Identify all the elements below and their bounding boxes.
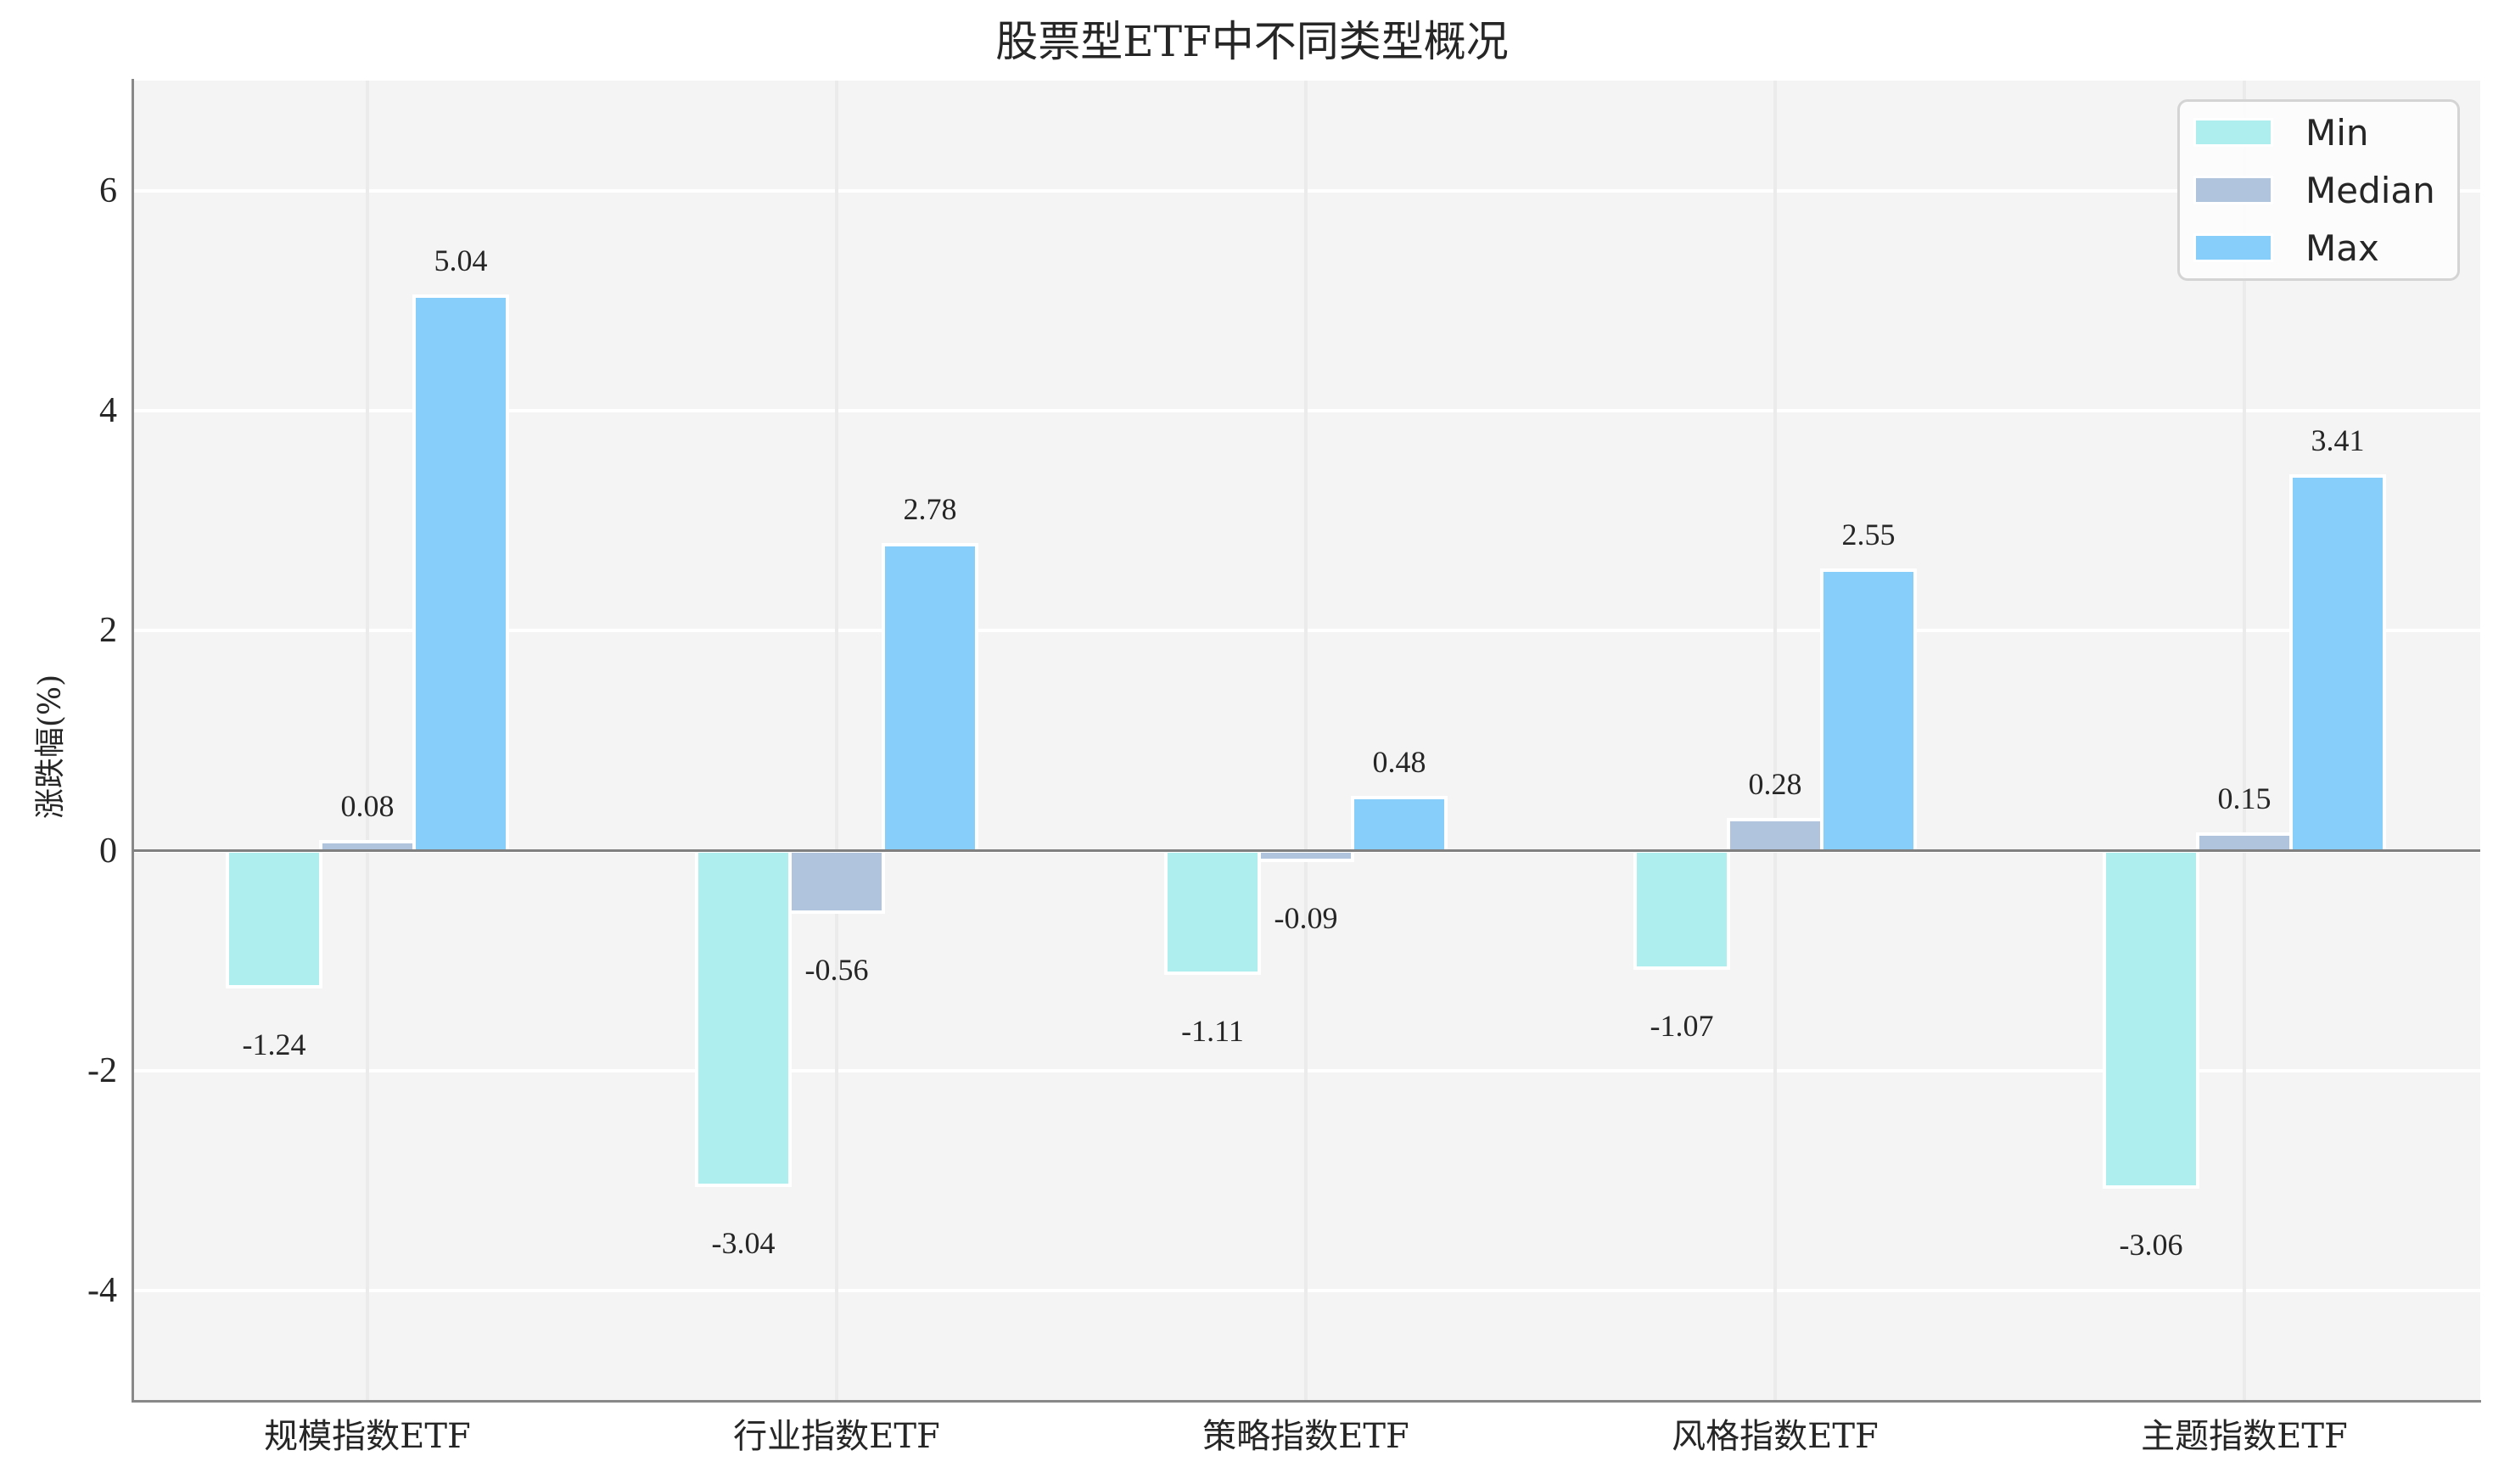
vertical-gridline (1773, 81, 1777, 1401)
x-tick-label: 主题指数ETF (2141, 1417, 2348, 1456)
legend-item-min: Min (2193, 107, 2369, 158)
bar-max (1820, 568, 1917, 853)
bar-min (226, 848, 322, 989)
y-axis-label: 涨跌幅(%) (33, 674, 68, 820)
bar-value-label: 0.48 (1372, 745, 1426, 780)
bar-value-label: -3.06 (2119, 1228, 2183, 1263)
bar-max (2289, 473, 2386, 853)
bar-value-label: -0.56 (804, 953, 869, 988)
zero-baseline (133, 849, 2480, 853)
legend-label-min: Min (2305, 111, 2369, 154)
legend-label-max: Max (2305, 227, 2379, 269)
x-tick-label: 行业指数ETF (733, 1417, 940, 1456)
x-tick-label: 规模指数ETF (264, 1417, 471, 1456)
bar-value-label: 0.15 (2217, 781, 2272, 816)
legend-item-max: Max (2193, 222, 2379, 273)
bar-value-label: -0.09 (1274, 901, 1338, 936)
plot-area: -1.24 -3.04 -1.11 -1.07 -3.06 0.08 -0.56 -0.09 0… (133, 81, 2480, 1401)
bar-value-label: 3.41 (2311, 423, 2365, 457)
bar-value-label: 2.55 (1841, 518, 1896, 552)
y-tick-label: 4 (99, 391, 117, 430)
bar-value-label: -1.24 (242, 1028, 306, 1062)
bar-value-label: -3.04 (711, 1225, 776, 1260)
bar-value-label: -1.07 (1650, 1009, 1714, 1044)
bar-value-label: 2.78 (903, 492, 957, 527)
legend-swatch-median (2193, 176, 2273, 204)
chart-title: 股票型ETF中不同类型概况 (995, 17, 1509, 66)
bar-value-label: -1.11 (1181, 1013, 1244, 1048)
vertical-gridline (2243, 81, 2246, 1401)
bar-max (412, 294, 509, 853)
y-tick-label: -4 (87, 1271, 117, 1311)
y-tick-label: -2 (87, 1051, 117, 1090)
bar-min (1633, 848, 1730, 971)
bar-max (1351, 796, 1448, 853)
bar-median (1727, 818, 1823, 853)
bar-min (2103, 848, 2199, 1190)
legend-label-median: Median (2305, 169, 2435, 211)
y-axis-line (132, 79, 134, 1403)
y-tick-label: 6 (99, 171, 117, 210)
y-tick-label: 2 (99, 611, 117, 651)
legend-swatch-max (2193, 233, 2273, 262)
bar-value-label: 5.04 (434, 244, 488, 278)
bar-value-label: 0.28 (1748, 767, 1802, 802)
y-tick-label: 0 (99, 831, 117, 871)
x-tick-label: 策略指数ETF (1202, 1417, 1409, 1456)
bar-value-label: 0.08 (340, 789, 395, 824)
bar-median (788, 848, 885, 915)
vertical-gridline (835, 81, 838, 1401)
bar-min (695, 848, 792, 1187)
bar-max (882, 543, 978, 853)
vertical-gridline (366, 81, 369, 1401)
vertical-gridline (1304, 81, 1308, 1401)
legend: Min Median Max (2177, 99, 2460, 281)
x-tick-label: 风格指数ETF (1672, 1417, 1879, 1456)
x-axis-line (132, 1400, 2481, 1403)
legend-item-median: Median (2193, 165, 2435, 216)
legend-swatch-min (2193, 118, 2273, 147)
